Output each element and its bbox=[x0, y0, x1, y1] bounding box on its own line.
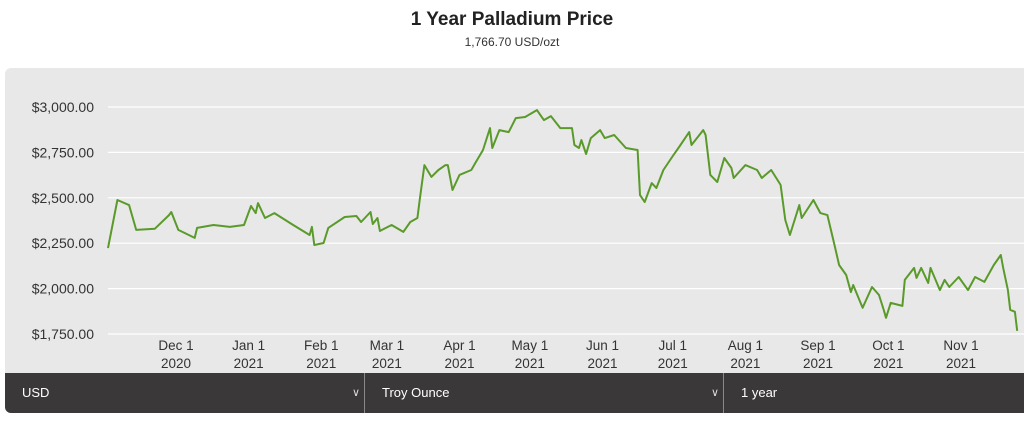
x-tick-label: Jan 1 bbox=[232, 338, 265, 353]
y-tick-label: $1,750.00 bbox=[32, 326, 94, 342]
x-tick-year: 2020 bbox=[161, 356, 191, 371]
period-select[interactable]: 1 year bbox=[724, 373, 1024, 413]
chart-controls: USD ∨ Troy Ounce ∨ 1 year bbox=[5, 373, 1024, 413]
x-tick-label: Aug 1 bbox=[728, 338, 763, 353]
currency-select[interactable]: USD ∨ bbox=[5, 373, 365, 413]
x-tick-year: 2021 bbox=[873, 356, 903, 371]
x-tick-year: 2021 bbox=[306, 356, 336, 371]
x-tick-year: 2021 bbox=[234, 356, 264, 371]
y-tick-label: $3,000.00 bbox=[32, 99, 94, 115]
x-tick-year: 2021 bbox=[372, 356, 402, 371]
y-tick-label: $2,000.00 bbox=[32, 281, 94, 297]
unit-value: Troy Ounce bbox=[382, 385, 450, 400]
x-tick-year: 2021 bbox=[658, 356, 688, 371]
x-tick-label: Sep 1 bbox=[800, 338, 835, 353]
x-tick-label: Nov 1 bbox=[943, 338, 978, 353]
unit-select[interactable]: Troy Ounce ∨ bbox=[365, 373, 724, 413]
x-tick-year: 2021 bbox=[946, 356, 976, 371]
chevron-down-icon: ∨ bbox=[351, 387, 360, 399]
y-tick-label: $2,500.00 bbox=[32, 190, 94, 206]
x-tick-label: Feb 1 bbox=[304, 338, 339, 353]
x-tick-year: 2021 bbox=[515, 356, 545, 371]
x-tick-year: 2021 bbox=[587, 356, 617, 371]
x-tick-year: 2021 bbox=[730, 356, 760, 371]
x-tick-label: May 1 bbox=[511, 338, 548, 353]
chart-panel: $1,750.00 $2,000.00 $2,250.00 $2,500.00 $2,7… bbox=[5, 68, 1024, 413]
y-tick-label: $2,750.00 bbox=[32, 144, 94, 160]
chart-title: 1 Year Palladium Price bbox=[410, 9, 614, 30]
x-tick-year: 2021 bbox=[803, 356, 833, 371]
current-price: 1,766.70 USD/ozt bbox=[464, 35, 560, 49]
price-series-line bbox=[107, 109, 1019, 332]
x-tick-year: 2021 bbox=[445, 356, 475, 371]
chevron-down-icon: ∨ bbox=[710, 387, 719, 399]
x-tick-label: Dec 1 bbox=[158, 338, 193, 353]
x-tick-label: Apr 1 bbox=[443, 338, 475, 353]
price-chart: $1,750.00 $2,000.00 $2,250.00 $2,500.00 $2,7… bbox=[32, 99, 1024, 371]
x-tick-label: Jul 1 bbox=[659, 338, 688, 353]
x-tick-label: Jun 1 bbox=[586, 338, 619, 353]
period-value: 1 year bbox=[741, 385, 778, 400]
x-tick-label: Mar 1 bbox=[370, 338, 405, 353]
currency-value: USD bbox=[22, 385, 50, 400]
y-tick-label: $2,250.00 bbox=[32, 235, 94, 251]
x-tick-label: Oct 1 bbox=[872, 338, 904, 353]
